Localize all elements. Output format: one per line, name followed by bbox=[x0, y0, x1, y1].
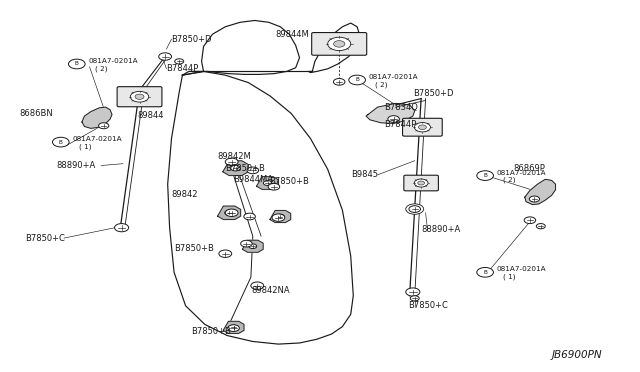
FancyBboxPatch shape bbox=[404, 175, 438, 191]
Circle shape bbox=[225, 209, 238, 217]
Text: B7850+D: B7850+D bbox=[413, 89, 453, 97]
Circle shape bbox=[264, 181, 271, 185]
Circle shape bbox=[388, 116, 399, 122]
Text: 89844M: 89844M bbox=[275, 30, 309, 39]
Text: B7850+B: B7850+B bbox=[191, 327, 230, 336]
Text: ( 1): ( 1) bbox=[79, 143, 92, 150]
Circle shape bbox=[409, 206, 420, 212]
Text: 88890+A: 88890+A bbox=[56, 161, 95, 170]
Circle shape bbox=[175, 59, 184, 64]
Text: B: B bbox=[483, 270, 487, 275]
Circle shape bbox=[219, 250, 232, 257]
Circle shape bbox=[99, 123, 109, 129]
Circle shape bbox=[230, 165, 241, 171]
Circle shape bbox=[349, 75, 365, 85]
Circle shape bbox=[333, 41, 345, 47]
Circle shape bbox=[159, 53, 172, 60]
Text: 081A7-0201A: 081A7-0201A bbox=[88, 58, 138, 64]
Circle shape bbox=[244, 213, 255, 220]
FancyBboxPatch shape bbox=[403, 118, 442, 136]
Circle shape bbox=[406, 288, 420, 296]
Polygon shape bbox=[82, 107, 112, 128]
Polygon shape bbox=[223, 321, 244, 333]
FancyBboxPatch shape bbox=[117, 87, 162, 107]
Text: B7844P: B7844P bbox=[166, 64, 198, 73]
Circle shape bbox=[410, 296, 419, 301]
Circle shape bbox=[406, 204, 424, 214]
Text: B7850+C: B7850+C bbox=[408, 301, 448, 310]
Circle shape bbox=[251, 282, 264, 289]
Polygon shape bbox=[525, 179, 556, 205]
Circle shape bbox=[524, 217, 536, 224]
Text: B: B bbox=[59, 140, 63, 145]
Text: 88890+A: 88890+A bbox=[421, 225, 460, 234]
Text: 89842M: 89842M bbox=[218, 153, 252, 161]
Text: B7844P: B7844P bbox=[384, 120, 416, 129]
Text: B9844MA: B9844MA bbox=[234, 175, 274, 184]
Circle shape bbox=[230, 325, 237, 330]
Text: 081A7-0201A: 081A7-0201A bbox=[369, 74, 419, 80]
Circle shape bbox=[328, 37, 351, 51]
Circle shape bbox=[414, 179, 428, 187]
Text: 8686BN: 8686BN bbox=[19, 109, 53, 118]
Text: 081A7-0201A: 081A7-0201A bbox=[72, 136, 122, 142]
Text: B7850+B: B7850+B bbox=[174, 244, 214, 253]
Text: B7850+B: B7850+B bbox=[225, 164, 265, 173]
Text: B7850+B: B7850+B bbox=[269, 177, 308, 186]
Polygon shape bbox=[257, 177, 278, 189]
Text: B7850+D: B7850+D bbox=[172, 35, 212, 44]
Circle shape bbox=[131, 92, 148, 102]
Text: B: B bbox=[355, 77, 359, 83]
Text: 89842: 89842 bbox=[172, 190, 198, 199]
Circle shape bbox=[225, 158, 238, 166]
Circle shape bbox=[68, 59, 85, 69]
Circle shape bbox=[241, 240, 252, 247]
Text: 86869P: 86869P bbox=[513, 164, 545, 173]
Polygon shape bbox=[218, 206, 241, 219]
Text: JB6900PN: JB6900PN bbox=[552, 350, 602, 360]
Circle shape bbox=[247, 167, 259, 174]
Text: 081A7-0201A: 081A7-0201A bbox=[497, 266, 547, 272]
Circle shape bbox=[115, 224, 129, 232]
Circle shape bbox=[418, 181, 424, 185]
Polygon shape bbox=[223, 161, 248, 176]
Text: ( 2): ( 2) bbox=[375, 81, 388, 88]
Text: ( 2): ( 2) bbox=[95, 65, 108, 72]
Text: 89842NA: 89842NA bbox=[251, 286, 289, 295]
Polygon shape bbox=[270, 211, 291, 222]
Circle shape bbox=[529, 196, 540, 202]
Text: 081A7-0201A: 081A7-0201A bbox=[497, 170, 547, 176]
Circle shape bbox=[135, 94, 144, 99]
Circle shape bbox=[536, 224, 545, 229]
Polygon shape bbox=[243, 240, 263, 252]
Text: B7834Q: B7834Q bbox=[384, 103, 418, 112]
Circle shape bbox=[414, 122, 431, 132]
Text: B: B bbox=[483, 173, 487, 178]
Circle shape bbox=[276, 214, 284, 219]
Circle shape bbox=[225, 210, 234, 215]
Text: ( 1): ( 1) bbox=[503, 273, 516, 280]
Text: B7850+C: B7850+C bbox=[26, 234, 65, 243]
Circle shape bbox=[228, 325, 239, 331]
Circle shape bbox=[333, 78, 345, 85]
Circle shape bbox=[477, 171, 493, 180]
Text: ( 2): ( 2) bbox=[503, 177, 516, 183]
Circle shape bbox=[268, 183, 280, 190]
Circle shape bbox=[249, 244, 257, 248]
Text: B9845: B9845 bbox=[351, 170, 378, 179]
Circle shape bbox=[419, 125, 426, 129]
Circle shape bbox=[272, 214, 285, 221]
Polygon shape bbox=[366, 103, 415, 124]
Circle shape bbox=[477, 267, 493, 277]
Text: 89844: 89844 bbox=[138, 111, 164, 120]
Text: B: B bbox=[75, 61, 79, 67]
FancyBboxPatch shape bbox=[312, 32, 367, 55]
Circle shape bbox=[52, 137, 69, 147]
